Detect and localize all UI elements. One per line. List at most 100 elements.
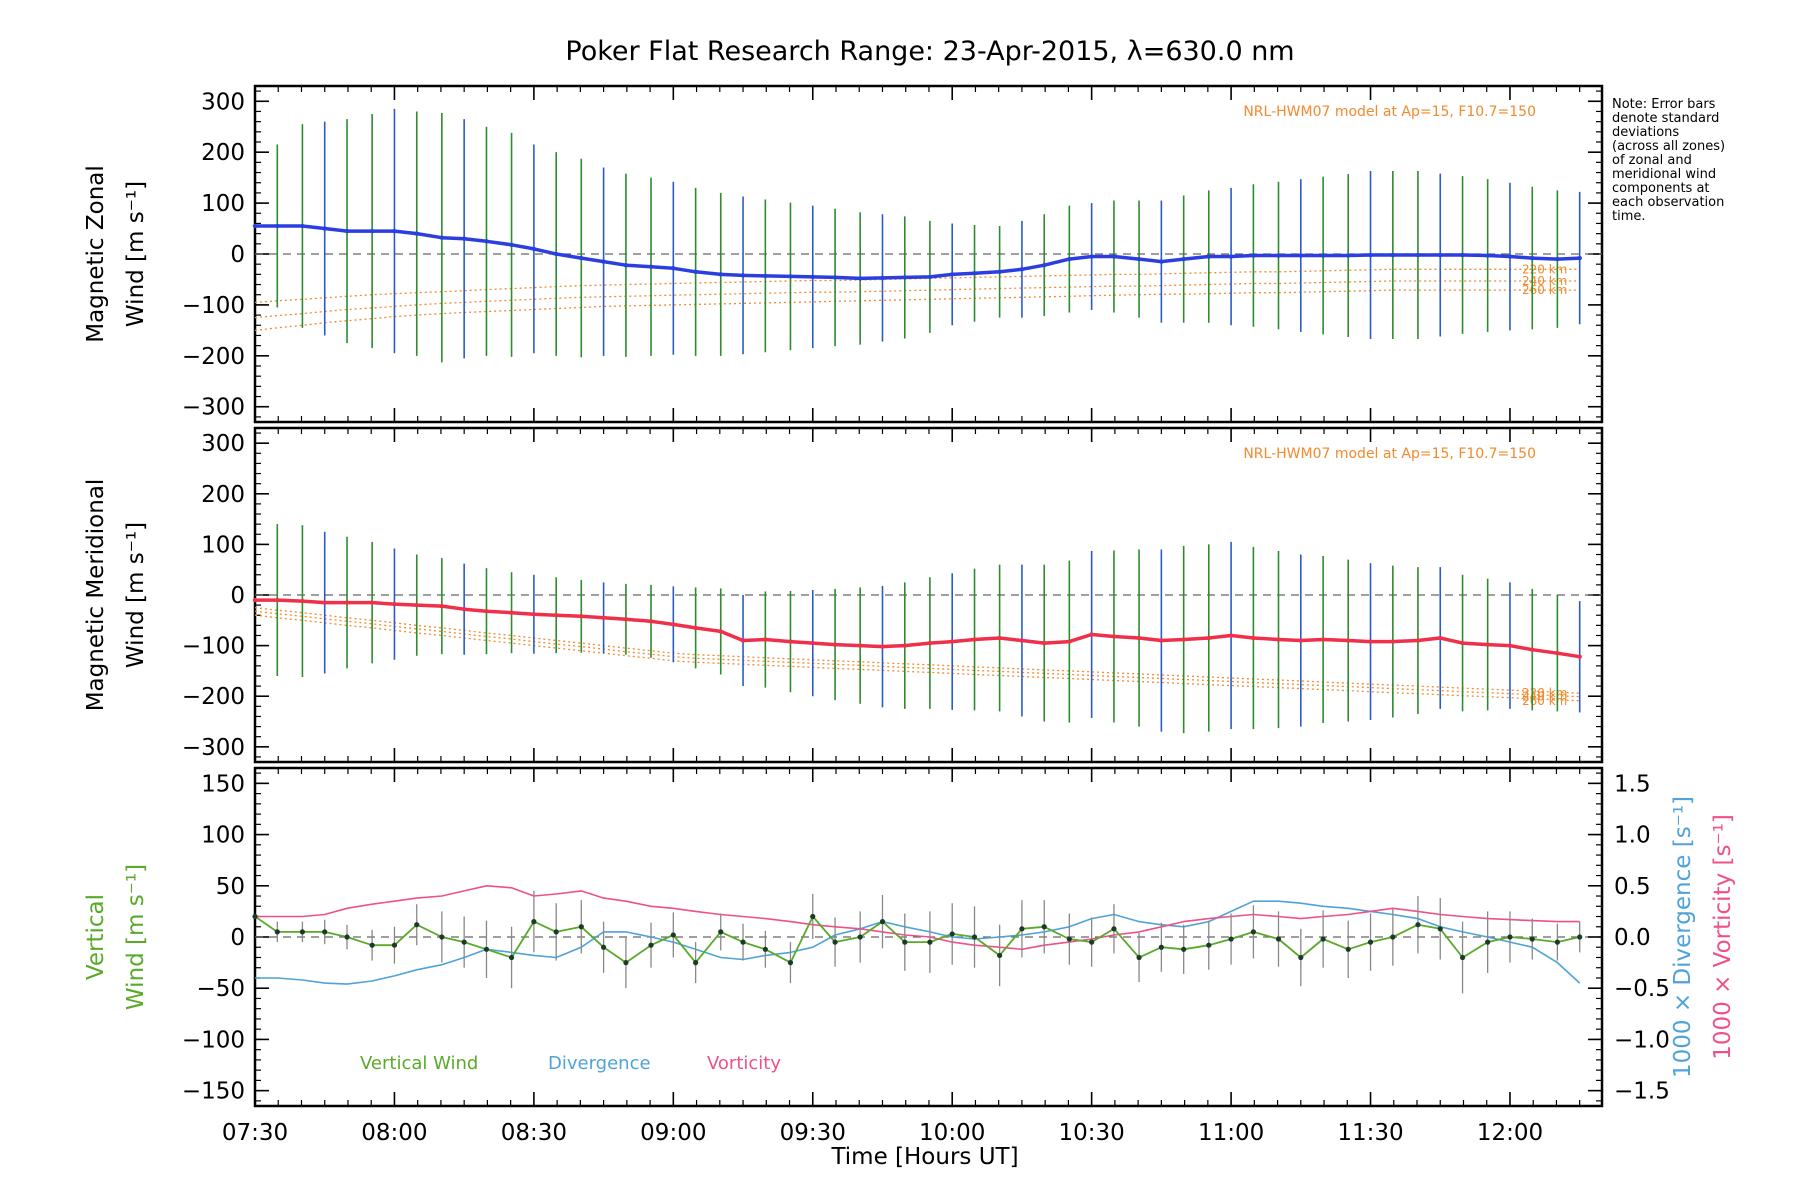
altitude-label: 220 km xyxy=(1522,686,1567,700)
data-point xyxy=(832,939,838,945)
y-tick-label: 300 xyxy=(201,431,245,457)
data-point xyxy=(1530,647,1535,652)
data-point xyxy=(1136,256,1142,262)
y-axis-title: Wind [m s⁻¹] xyxy=(123,522,149,668)
data-point xyxy=(344,228,350,234)
data-point xyxy=(997,635,1002,641)
data-point xyxy=(1555,650,1560,656)
data-point xyxy=(788,274,793,279)
data-point xyxy=(1460,252,1465,258)
data-point xyxy=(1206,635,1211,641)
data-point xyxy=(1181,637,1186,642)
data-point xyxy=(369,600,375,605)
data-point xyxy=(623,263,629,268)
model-line xyxy=(254,610,1580,698)
data-point xyxy=(1089,939,1095,945)
data-point xyxy=(392,228,397,234)
data-point xyxy=(1111,254,1117,259)
y-tick-label: 200 xyxy=(201,140,245,166)
x-tick-label: 11:30 xyxy=(1337,1120,1403,1146)
data-point xyxy=(414,231,419,236)
data-point xyxy=(1228,254,1234,259)
data-point xyxy=(414,602,419,608)
data-point xyxy=(1507,254,1513,259)
y-tick-label: 100 xyxy=(201,532,245,558)
data-point xyxy=(274,929,280,935)
y2-tick-label: 1.0 xyxy=(1614,823,1651,849)
altitude-label: 240 km xyxy=(1522,274,1567,288)
x-tick-label: 08:30 xyxy=(501,1120,567,1146)
data-point xyxy=(671,266,676,271)
data-point xyxy=(693,960,699,966)
note-line: of zonal and xyxy=(1612,153,1692,168)
data-point xyxy=(1206,942,1212,948)
y-axis-title: Wind [m s⁻¹] xyxy=(123,181,149,327)
y-tick-label: −50 xyxy=(196,976,245,1002)
data-point xyxy=(972,637,977,642)
data-point xyxy=(857,934,863,940)
y-tick-label: 200 xyxy=(201,482,245,508)
data-point xyxy=(1577,934,1583,940)
y-tick-label: 0 xyxy=(230,925,245,951)
data-point xyxy=(553,251,559,257)
data-point xyxy=(1390,639,1396,644)
data-point xyxy=(718,929,724,935)
data-point xyxy=(322,929,328,935)
y-tick-label: 150 xyxy=(201,771,245,797)
data-point xyxy=(762,946,768,952)
data-point xyxy=(623,960,629,966)
data-point xyxy=(578,924,584,930)
data-point xyxy=(531,919,537,925)
data-point xyxy=(1228,936,1234,942)
data-point xyxy=(1346,253,1351,258)
data-point xyxy=(484,608,489,614)
data-point xyxy=(693,625,698,631)
x-tick-label: 07:30 xyxy=(222,1120,288,1146)
x-tick-label: 10:00 xyxy=(919,1120,985,1146)
data-point xyxy=(857,276,863,281)
data-point xyxy=(997,269,1002,275)
note-line: meridional wind xyxy=(1612,167,1716,182)
x-tick-label: 11:00 xyxy=(1198,1120,1264,1146)
y-axis-title: Magnetic Meridional xyxy=(83,479,109,712)
data-point xyxy=(902,643,907,648)
data-point xyxy=(1438,635,1443,641)
data-point xyxy=(252,597,258,603)
note-line: time. xyxy=(1612,209,1646,224)
data-point xyxy=(763,273,768,279)
data-point xyxy=(579,255,584,261)
x-tick-label: 09:30 xyxy=(780,1120,846,1146)
data-point xyxy=(1415,922,1421,928)
data-point xyxy=(1276,253,1281,258)
y2-tick-label: −1.5 xyxy=(1614,1079,1670,1105)
data-point xyxy=(275,223,280,229)
data-point xyxy=(369,228,375,234)
data-point xyxy=(1067,639,1072,644)
y2-axis-title-divergence: 1000 × Divergence [s⁻¹] xyxy=(1670,796,1696,1078)
y-tick-label: −300 xyxy=(182,735,245,761)
data-point xyxy=(902,275,907,280)
data-point xyxy=(1530,255,1535,261)
data-point xyxy=(1136,954,1142,961)
model-label: NRL-HWM07 model at Ap=15, F10.7=150 xyxy=(1243,446,1536,462)
data-point xyxy=(579,614,584,619)
data-point xyxy=(1320,936,1326,942)
data-point xyxy=(1111,634,1117,639)
data-point xyxy=(718,629,723,634)
data-point xyxy=(1346,638,1351,643)
model-line xyxy=(254,607,1580,694)
data-point xyxy=(718,272,723,277)
data-point xyxy=(950,272,955,277)
data-point xyxy=(1415,252,1421,258)
data-point xyxy=(601,615,606,620)
data-point xyxy=(461,606,467,612)
data-point xyxy=(972,271,977,276)
data-point xyxy=(300,223,305,229)
y-tick-label: 50 xyxy=(216,874,245,900)
data-point xyxy=(1158,944,1164,950)
data-point xyxy=(648,619,654,624)
data-point xyxy=(508,954,515,961)
data-point xyxy=(1089,254,1094,259)
x-axis-title: Time [Hours UT] xyxy=(830,1144,1018,1170)
legend-divergence: Divergence xyxy=(548,1053,651,1074)
